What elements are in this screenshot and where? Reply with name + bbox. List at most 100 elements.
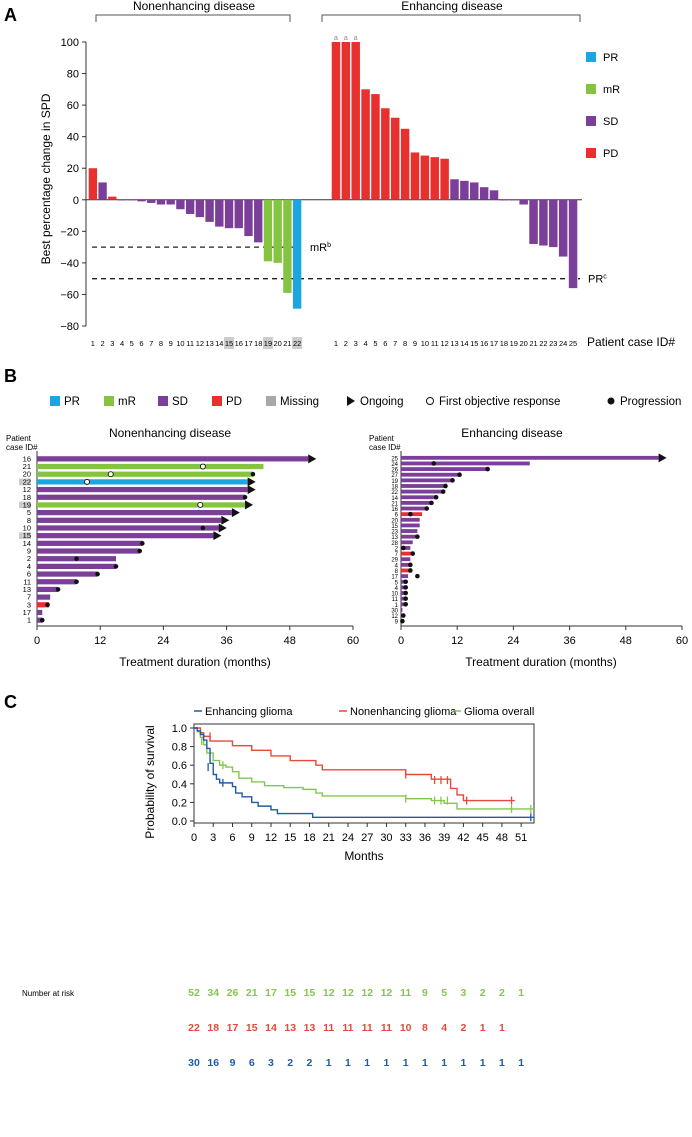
bar-nonenh-3: [108, 196, 117, 200]
swimmer-bar-2: [401, 546, 411, 550]
x-tick-label: 2: [101, 339, 105, 348]
swimmer-bar-8: [401, 568, 411, 573]
patient-id-label: 2: [395, 546, 399, 552]
x-tick-label: 3: [210, 832, 216, 844]
patient-id-label: 18: [23, 493, 31, 502]
x-tick-label: 12: [265, 832, 277, 844]
x-tick-label: 2: [344, 339, 348, 348]
at-risk-value: 1: [403, 1057, 409, 1069]
progression-marker: [137, 548, 142, 554]
legend-label: Ongoing: [360, 396, 403, 408]
patient-id-label: 19: [23, 500, 31, 509]
legend-label-mR: mR: [603, 84, 620, 96]
swimmer-bar-19: [37, 502, 246, 508]
x-tick-label: 11: [431, 339, 439, 348]
at-risk-label: Number at risk: [22, 989, 75, 998]
y-tick-label: 1.0: [172, 723, 187, 735]
x-tick-label: 6: [229, 832, 235, 844]
legend-label: SD: [172, 396, 188, 408]
swimmer-bar-6: [37, 571, 98, 577]
swimmer-bar-13: [37, 586, 59, 593]
x-tick-label: 19: [510, 339, 518, 348]
bar-enh-15: [470, 182, 479, 200]
patient-id-label: 16: [391, 507, 398, 513]
x-tick-label: 15: [225, 339, 233, 348]
progression-marker: [401, 613, 406, 618]
at-risk-value: 2: [461, 1022, 467, 1034]
x-tick-label: 36: [563, 635, 575, 647]
panel-b-right-ylabel-line1: Patient: [369, 434, 395, 443]
bar-nonenh-6: [137, 199, 146, 202]
progression-marker: [433, 494, 439, 500]
x-tick-label: 4: [363, 339, 367, 348]
swimmer-bar-24: [401, 461, 530, 466]
legend-response-marker: [426, 397, 434, 405]
panel-c-y-axis-title: Probability of survival: [143, 725, 157, 838]
x-tick-label: 3: [354, 339, 358, 348]
y-tick-label: −20: [60, 226, 79, 238]
patient-id-label: 23: [391, 530, 398, 536]
panel-c-chart: Enhancing glioma Nonenhancing glioma Gliom…: [172, 706, 535, 1069]
x-tick-label: 9: [249, 832, 255, 844]
x-tick-label: 12: [451, 635, 463, 647]
x-tick-label: 48: [620, 635, 632, 647]
progression-marker: [74, 579, 79, 585]
patient-id-label: 20: [23, 470, 31, 479]
bar-enh-10: [420, 155, 430, 200]
x-tick-label: 21: [529, 339, 537, 348]
x-tick-label: 12: [196, 339, 204, 348]
bar-enh-11: [430, 157, 439, 200]
x-tick-label: 30: [380, 832, 392, 844]
swimmer-bar-21: [37, 463, 264, 470]
at-risk-value: 17: [227, 1022, 239, 1034]
swimmer-bar-27: [401, 472, 460, 477]
swimmer-bar-15: [401, 523, 420, 528]
x-tick-label: 24: [507, 635, 519, 647]
at-risk-value: 15: [304, 987, 316, 999]
y-tick-label: 0.2: [172, 797, 187, 809]
x-tick-label: 21: [283, 339, 291, 348]
swimmer-bar-15: [37, 533, 214, 539]
legend-swatch-SD: [158, 396, 168, 406]
legend-label: PR: [64, 396, 80, 408]
bar-nonenh-15: [224, 199, 234, 229]
x-tick-label: 17: [490, 339, 498, 348]
swimmer-bar-9: [37, 548, 140, 554]
at-risk-value: 6: [249, 1057, 255, 1069]
progression-marker: [485, 466, 490, 472]
swimmer-bar-1: [37, 617, 43, 623]
progression-marker: [424, 506, 430, 511]
swimmer-bar-10: [401, 591, 406, 595]
swimmer-bar-12: [37, 486, 248, 493]
panel-b-chart: PR mR SD PD Missing Ongoing First objective re…: [19, 396, 688, 647]
at-risk-value: 15: [284, 987, 296, 999]
shaded-id-box: [224, 337, 235, 349]
progression-marker: [113, 564, 119, 569]
at-risk-value: 9: [422, 987, 428, 999]
patient-id-label: 22: [391, 490, 398, 496]
swimmer-bar-4: [37, 563, 116, 569]
x-tick-label: 16: [480, 339, 488, 348]
swimmer-bar-17: [401, 574, 409, 579]
x-tick-label: 1: [334, 339, 338, 348]
y-tick-label: −80: [60, 321, 79, 333]
panel-a-x-axis-title: Patient case ID#: [587, 335, 675, 349]
legend-label: Missing: [280, 396, 319, 408]
y-tick-label: 60: [67, 100, 79, 112]
at-risk-value: 1: [422, 1057, 428, 1069]
swimmer-bar-11: [401, 596, 406, 601]
patient-id-label: 22: [23, 477, 31, 486]
panel-b-right-ylabel-line2: case ID#: [369, 443, 401, 452]
at-risk-value: 16: [207, 1057, 219, 1069]
progression-marker: [429, 500, 434, 506]
x-tick-label: 15: [470, 339, 478, 348]
x-tick-label: 33: [400, 832, 412, 844]
at-risk-value: 3: [268, 1057, 274, 1069]
progression-marker: [242, 494, 248, 500]
x-tick-label: 15: [284, 832, 296, 844]
panel-b-right-x-axis-title: Treatment duration (months): [465, 655, 617, 669]
x-tick-label: 14: [215, 339, 223, 348]
bar-nonenh-14: [215, 199, 224, 227]
y-tick-label: −60: [60, 289, 79, 301]
progression-marker: [55, 587, 61, 592]
